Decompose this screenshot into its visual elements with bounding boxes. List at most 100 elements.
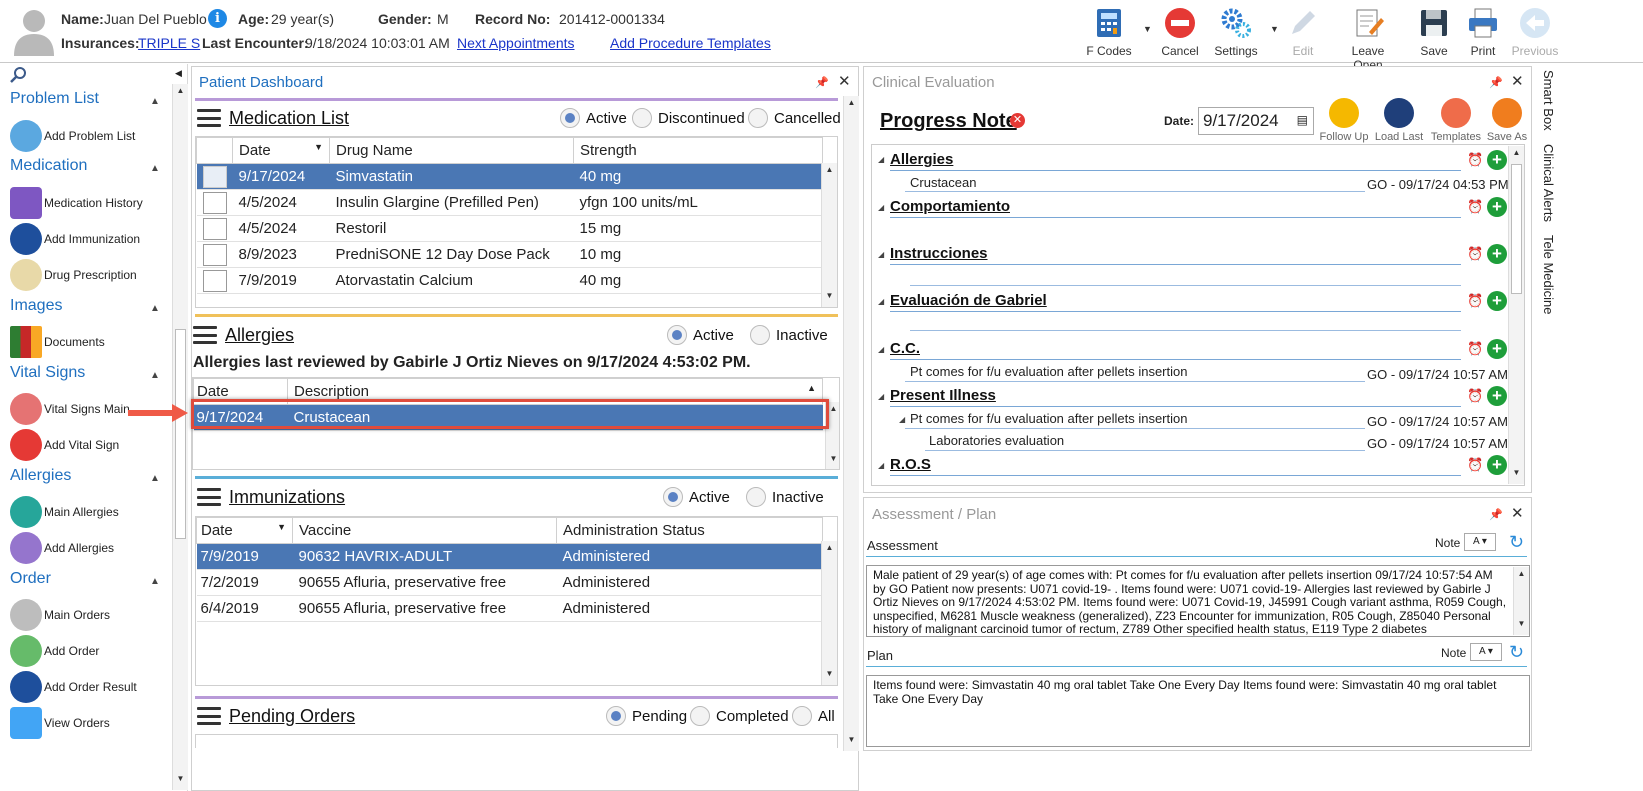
search-icon[interactable] [8, 66, 28, 87]
column-header-date[interactable]: Date ▼ [196, 517, 293, 544]
print-button[interactable]: Print [1452, 4, 1514, 60]
scroll-down-icon[interactable]: ▼ [847, 735, 856, 744]
radio-inactive[interactable]: Inactive [746, 487, 824, 507]
table-row[interactable]: 7/9/2019 Atorvastatin Calcium 40 mg [196, 267, 823, 294]
present-illness-subitem[interactable]: Laboratories evaluation [929, 433, 1065, 448]
pin-icon[interactable]: 📌 [1489, 509, 1503, 521]
calendar-icon[interactable]: ▤ [1296, 113, 1308, 127]
date-picker[interactable]: 9/17/2024 ▤ [1198, 107, 1314, 135]
chevron-up-icon[interactable]: ▲ [150, 96, 160, 107]
column-header-date[interactable]: Date ▼ [232, 137, 330, 164]
radio-discontinued[interactable]: Discontinued [632, 108, 745, 128]
note-format-dropdown[interactable]: A ▾ [1470, 643, 1502, 661]
expand-icon[interactable]: ◢ [878, 297, 885, 306]
tab-smart-box[interactable]: Smart Box [1541, 70, 1556, 131]
table-row[interactable]: 6/4/2019 90655 Afluria, preservative free… [196, 595, 823, 622]
expand-icon[interactable]: ◢ [878, 250, 885, 259]
fcodes-button[interactable]: F Codes [1078, 4, 1140, 60]
remove-icon[interactable]: ✕ [1010, 113, 1025, 128]
previous-button[interactable]: Previous [1504, 4, 1566, 60]
table-row[interactable]: 8/9/2023 PredniSONE 12 Day Dose Pack 10 mg [196, 241, 823, 268]
radio-active[interactable]: Active [667, 325, 734, 345]
close-icon[interactable]: ✕ [1511, 505, 1524, 522]
section-order[interactable]: Order [10, 570, 51, 587]
tab-tele-medicine[interactable]: Tele Medicine [1541, 235, 1556, 315]
info-icon[interactable]: i [208, 9, 227, 28]
add-icon[interactable]: + [1487, 291, 1507, 311]
immunizations-scrollbar[interactable]: ▲ ▼ [821, 541, 837, 685]
add-icon[interactable]: + [1487, 386, 1507, 406]
scroll-up-icon[interactable]: ▲ [176, 86, 185, 95]
cc-item[interactable]: Pt comes for f/u evaluation after pellet… [910, 364, 1188, 379]
alarm-icon[interactable]: ⏰ [1467, 341, 1484, 356]
row-checkbox[interactable] [202, 191, 227, 214]
section-allergies[interactable]: Allergies [10, 467, 72, 484]
section-evaluacion[interactable]: Evaluación de Gabriel [890, 292, 1047, 309]
settings-dropdown-icon[interactable]: ▼ [1270, 24, 1279, 34]
plan-textarea[interactable]: Items found were: Simvastatin 40 mg oral… [866, 675, 1530, 747]
add-icon[interactable]: + [1487, 455, 1507, 475]
section-images[interactable]: Images [10, 297, 63, 314]
scroll-up-icon[interactable]: ▲ [1517, 569, 1526, 578]
scroll-down-icon[interactable]: ▼ [825, 291, 834, 300]
expand-icon[interactable]: ◢ [878, 345, 885, 354]
menu-icon[interactable] [193, 326, 217, 344]
fcodes-dropdown-icon[interactable]: ▼ [1143, 24, 1152, 34]
scroll-down-icon[interactable]: ▼ [1517, 619, 1526, 628]
table-row[interactable]: 9/17/2024 Simvastatin 40 mg [196, 163, 823, 190]
sidebar-scrollbar[interactable]: ▲ ▼ [172, 84, 188, 790]
add-icon[interactable]: + [1487, 150, 1507, 170]
menu-icon[interactable] [197, 109, 221, 127]
row-checkbox[interactable] [202, 269, 227, 292]
add-icon[interactable]: + [1487, 244, 1507, 264]
scroll-thumb[interactable] [175, 329, 186, 539]
expand-icon[interactable]: ◢ [878, 203, 885, 212]
save-as-button[interactable]: Save As [1484, 98, 1530, 143]
menu-icon[interactable] [197, 707, 221, 725]
medication-list-title[interactable]: Medication List [229, 107, 350, 128]
chevron-up-icon[interactable]: ▲ [150, 303, 160, 314]
sidebar-item-add-immunization[interactable]: Add Immunization [10, 222, 140, 256]
cancel-button[interactable]: Cancel [1149, 4, 1211, 60]
row-checkbox[interactable] [202, 165, 227, 188]
menu-icon[interactable] [197, 488, 221, 506]
progress-note-title[interactable]: Progress Note [880, 110, 1017, 132]
allergies-item[interactable]: Crustacean [910, 175, 977, 190]
sidebar-item-documents[interactable]: Documents [10, 325, 105, 359]
add-icon[interactable]: + [1487, 197, 1507, 217]
sidebar-item-add-allergies[interactable]: Add Allergies [10, 531, 114, 565]
table-row[interactable]: 4/5/2024 Insulin Glargine (Prefilled Pen)… [196, 189, 823, 216]
scroll-down-icon[interactable]: ▼ [176, 774, 185, 783]
close-icon[interactable]: ✕ [1511, 73, 1524, 90]
sidebar-item-main-orders[interactable]: Main Orders [10, 598, 110, 632]
insurance-link[interactable]: TRIPLE S [138, 35, 201, 51]
load-last-button[interactable]: Load Last [1373, 98, 1425, 143]
edit-button[interactable]: Edit [1272, 4, 1334, 60]
refresh-icon[interactable]: ↻ [1509, 532, 1525, 552]
expand-icon[interactable]: ◢ [878, 155, 885, 164]
section-vital-signs[interactable]: Vital Signs [10, 364, 86, 381]
note-format-dropdown[interactable]: A ▾ [1464, 533, 1496, 551]
radio-completed[interactable]: Completed [690, 706, 789, 726]
row-checkbox[interactable] [202, 243, 227, 266]
chevron-up-icon[interactable]: ▲ [150, 163, 160, 174]
column-header-drug-name[interactable]: Drug Name [329, 137, 574, 164]
scroll-down-icon[interactable]: ▼ [829, 454, 838, 463]
collapse-sidebar-icon[interactable]: ◀ [175, 68, 182, 78]
expand-icon[interactable]: ◢ [899, 415, 906, 424]
scroll-up-icon[interactable]: ▲ [825, 543, 834, 552]
table-row[interactable]: 7/9/2019 90632 HAVRIX-ADULT Administered [196, 543, 823, 570]
alarm-icon[interactable]: ⏰ [1467, 246, 1484, 261]
scroll-up-icon[interactable]: ▲ [825, 165, 834, 174]
date-value[interactable]: 9/17/2024 [1203, 111, 1279, 130]
allergies-title[interactable]: Allergies [225, 324, 295, 345]
radio-all[interactable]: All [792, 706, 835, 726]
templates-button[interactable]: Templates [1430, 98, 1482, 143]
section-present-illness[interactable]: Present Illness [890, 387, 996, 404]
present-illness-item[interactable]: Pt comes for f/u evaluation after pellet… [910, 411, 1188, 426]
section-medication[interactable]: Medication [10, 157, 88, 174]
sidebar-item-add-order-result[interactable]: Add Order Result [10, 670, 137, 704]
section-comportamiento[interactable]: Comportamiento [890, 198, 1010, 215]
add-icon[interactable]: + [1487, 339, 1507, 359]
column-header-administration-status[interactable]: Administration Status [556, 517, 823, 544]
